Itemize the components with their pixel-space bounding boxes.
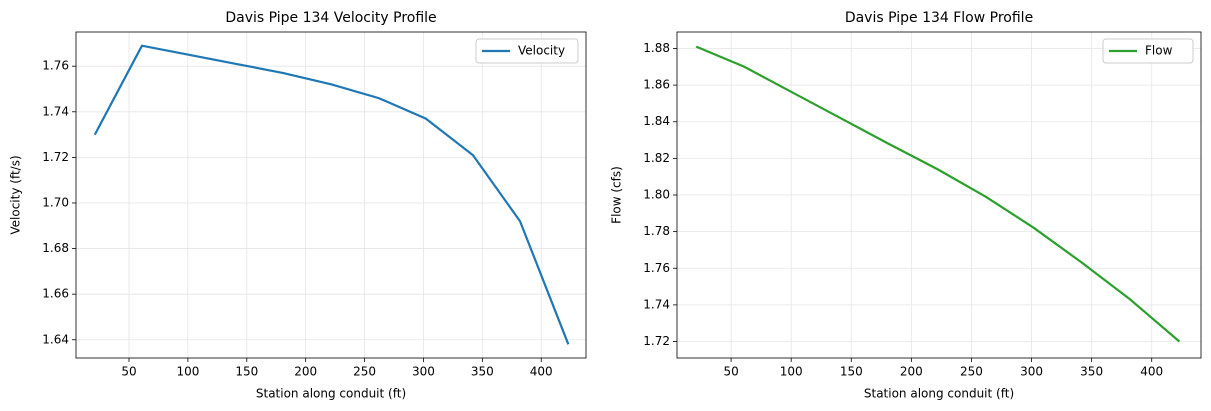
x-tick-label: 100 (176, 365, 199, 379)
legend-box (1102, 38, 1194, 64)
y-tick-label: 1.74 (643, 297, 670, 311)
y-axis-label: Velocity (ft/s) (9, 155, 23, 234)
chart-title: Davis Pipe 134 Velocity Profile (225, 10, 436, 26)
y-tick-label: 1.76 (42, 59, 69, 73)
y-tick-label: 1.72 (643, 334, 670, 348)
x-tick-label: 50 (121, 365, 136, 379)
x-tick-label: 300 (1020, 365, 1043, 379)
y-tick-label: 1.82 (643, 151, 670, 165)
x-tick-label: 400 (530, 365, 553, 379)
y-tick-label: 1.76 (643, 261, 670, 275)
x-tick-label: 200 (900, 365, 923, 379)
data-line (93, 44, 570, 345)
x-tick-label: 250 (353, 365, 376, 379)
y-tick-label: 1.88 (643, 41, 670, 55)
x-axis-label: Station along conduit (ft) (256, 387, 406, 401)
data-line (695, 45, 1181, 343)
y-tick-label: 1.78 (643, 224, 670, 238)
x-tick-label: 250 (960, 365, 983, 379)
x-tick-label: 150 (840, 365, 863, 379)
x-tick-label: 400 (1140, 365, 1163, 379)
y-tick-label: 1.74 (42, 104, 69, 118)
x-tick-label: 350 (1080, 365, 1103, 379)
legend-box (475, 38, 579, 64)
chart-title: Davis Pipe 134 Flow Profile (845, 10, 1033, 26)
y-tick-label: 1.66 (42, 287, 69, 301)
x-tick-label: 300 (412, 365, 435, 379)
y-tick-label: 1.64 (42, 332, 69, 346)
x-tick-label: 150 (235, 365, 258, 379)
y-tick-label: 1.68 (42, 241, 69, 255)
y-tick-label: 1.72 (42, 150, 69, 164)
y-tick-label: 1.70 (42, 195, 69, 209)
x-tick-label: 50 (723, 365, 738, 379)
plot-frame (75, 31, 587, 359)
legend-label: Flow (1145, 44, 1173, 58)
plot-frame (676, 31, 1202, 359)
x-tick-label: 200 (294, 365, 317, 379)
legend-label: Velocity (518, 44, 565, 58)
y-tick-label: 1.80 (643, 188, 670, 202)
y-tick-label: 1.86 (643, 78, 670, 92)
x-tick-label: 100 (780, 365, 803, 379)
x-axis-label: Station along conduit (ft) (864, 387, 1014, 401)
x-tick-label: 350 (471, 365, 494, 379)
y-tick-label: 1.84 (643, 114, 670, 128)
y-axis-label: Flow (cfs) (610, 166, 624, 224)
